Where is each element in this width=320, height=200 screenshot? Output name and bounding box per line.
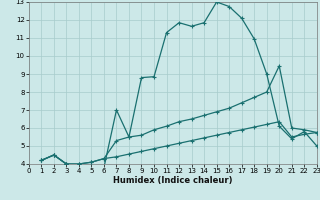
X-axis label: Humidex (Indice chaleur): Humidex (Indice chaleur) bbox=[113, 176, 233, 185]
